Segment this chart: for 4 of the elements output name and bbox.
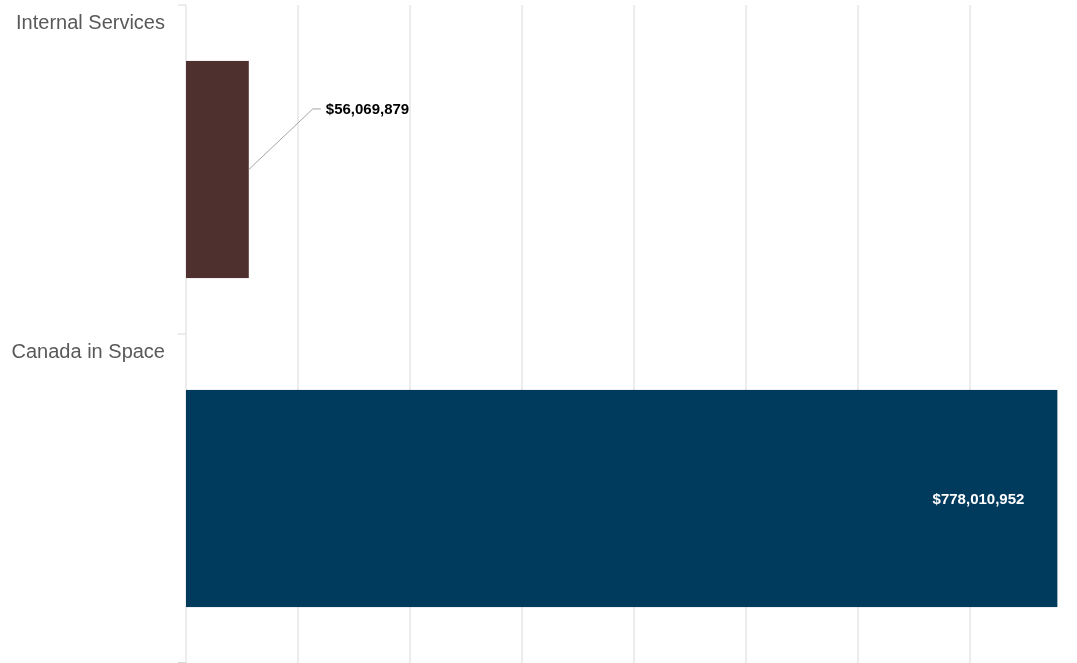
data-label: $778,010,952	[932, 490, 1025, 507]
y-tick-label: Canada in Space	[11, 340, 165, 362]
data-label: $56,069,879	[325, 100, 410, 118]
y-tick-label: Internal Services	[16, 11, 165, 33]
